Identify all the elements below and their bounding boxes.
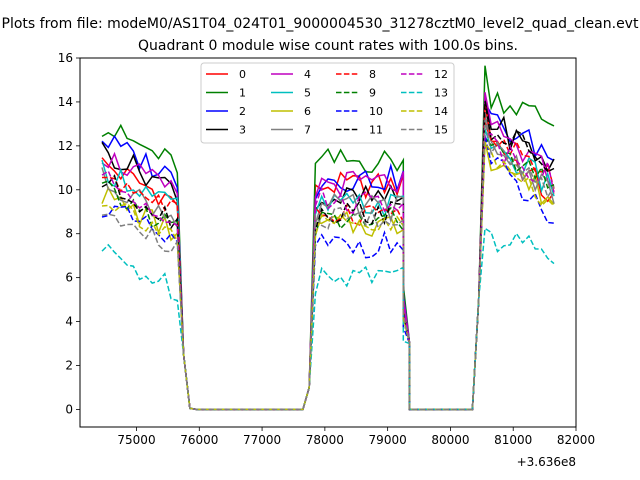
x-tick-label: 75000 [117, 433, 155, 447]
legend-label-9: 9 [369, 87, 376, 100]
legend-label-15: 15 [434, 124, 448, 137]
axes-frame [79, 57, 577, 428]
legend-label-8: 8 [369, 68, 376, 81]
legend-label-1: 1 [239, 87, 246, 100]
legend-label-12: 12 [434, 68, 448, 81]
y-tick-label: 10 [58, 183, 73, 197]
series-line-15 [101, 119, 555, 411]
x-offset-label: +3.636e8 [517, 455, 576, 469]
y-tick-label: 6 [65, 271, 73, 285]
y-tick-label: 14 [58, 95, 73, 109]
legend-label-2: 2 [239, 105, 246, 118]
y-tick-label: 16 [58, 51, 73, 65]
legend-label-13: 13 [434, 87, 448, 100]
legend-label-7: 7 [304, 124, 311, 137]
legend-label-3: 3 [239, 124, 246, 137]
legend-label-4: 4 [304, 68, 311, 81]
x-tick-label: 79000 [369, 433, 407, 447]
chart-title: Quadrant 0 module wise count rates with … [138, 38, 518, 54]
y-tick-label: 0 [65, 402, 73, 416]
x-tick-label: 80000 [431, 433, 469, 447]
axes: 75000 76000 77000 78000 79000 80000 81000 82000… [58, 51, 595, 447]
legend-label-11: 11 [369, 124, 383, 137]
legend-label-5: 5 [304, 87, 311, 100]
x-tick-label: 81000 [494, 433, 532, 447]
x-tick-label: 77000 [243, 433, 281, 447]
legend-label-10: 10 [369, 105, 383, 118]
x-tick-label: 78000 [306, 433, 344, 447]
y-tick-label: 2 [65, 359, 73, 373]
legend-label-0: 0 [239, 68, 246, 81]
y-tick-label: 12 [58, 139, 73, 153]
x-tick-label: 76000 [180, 433, 218, 447]
y-tick-label: 8 [65, 227, 73, 241]
legend-box [200, 62, 455, 144]
y-tick-label: 4 [65, 315, 73, 329]
series-line-14 [101, 140, 555, 411]
legend-label-6: 6 [304, 105, 311, 118]
figure-suptitle: Plots from file: modeM0/AS1T04_024T01_90… [2, 16, 639, 32]
plot-area [101, 65, 555, 411]
x-tick-label: 82000 [557, 433, 595, 447]
legend-label-14: 14 [434, 105, 448, 118]
